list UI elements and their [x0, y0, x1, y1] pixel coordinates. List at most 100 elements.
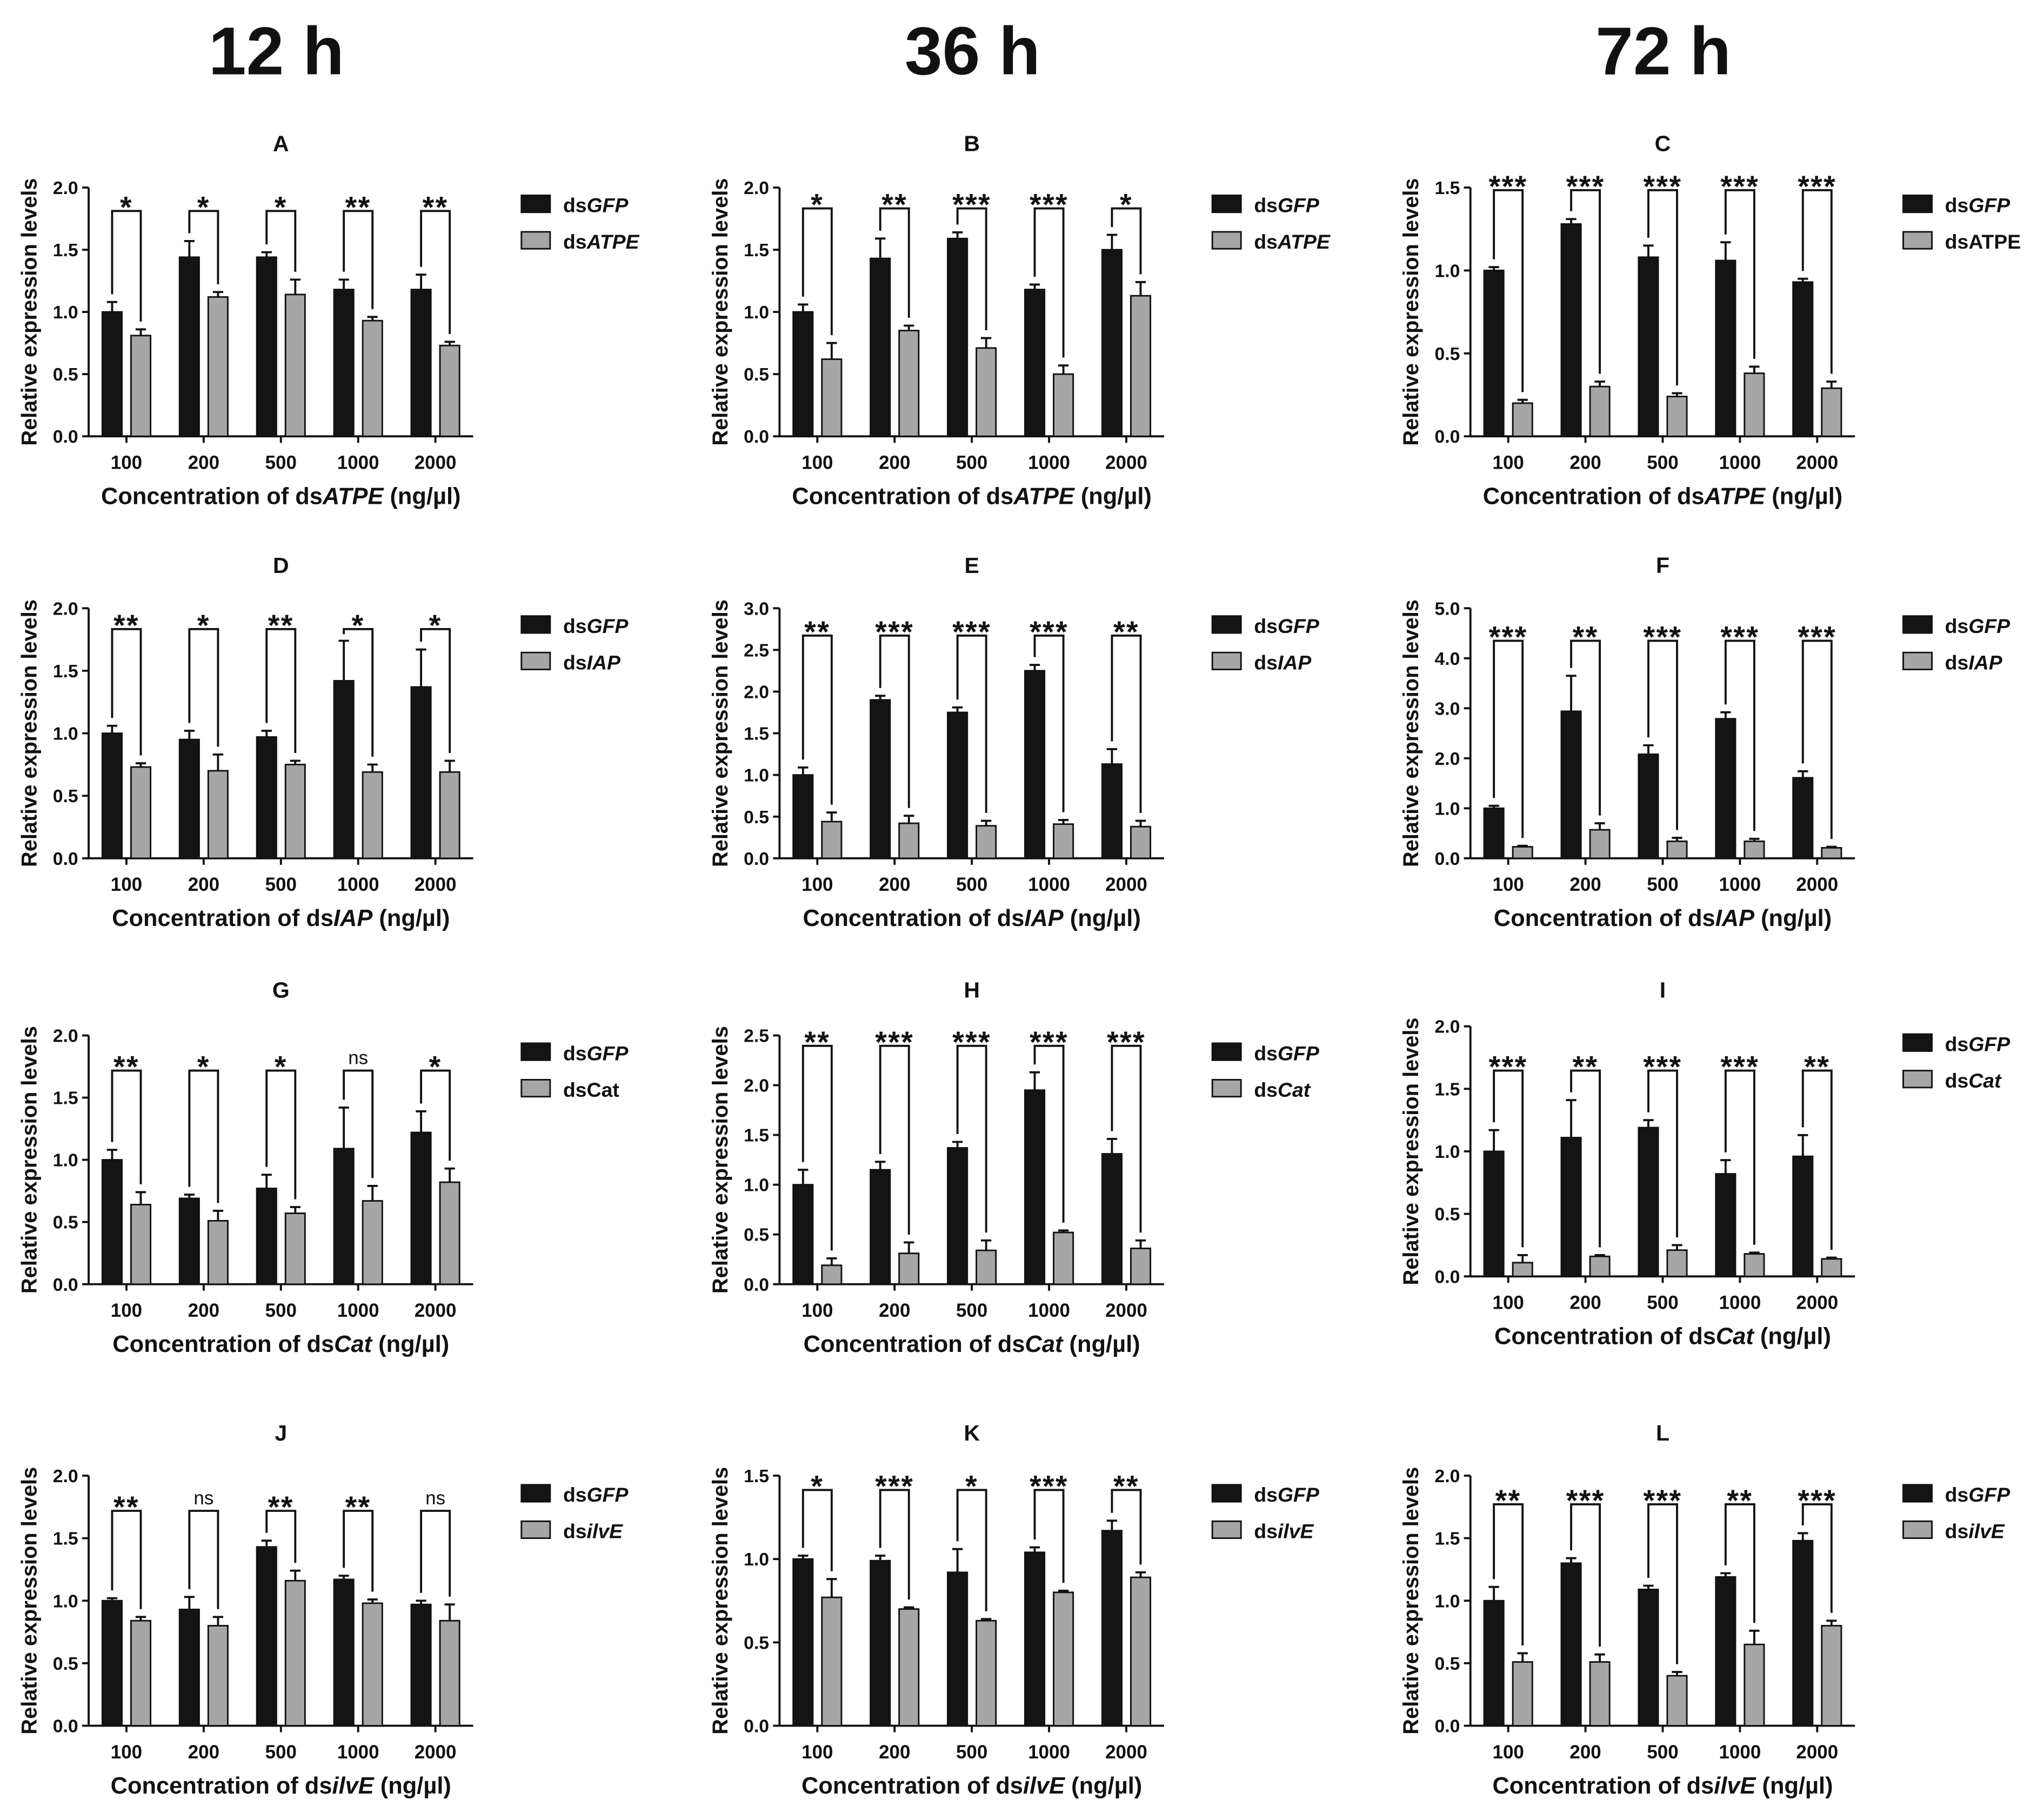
x-tick-label: 200 — [879, 874, 910, 895]
bar-dsilvE-2000 — [1130, 1576, 1152, 1727]
error-bar — [1672, 392, 1682, 397]
error-bar — [952, 706, 963, 712]
bar-dsGFP-100 — [792, 1184, 814, 1285]
significance-label: *** — [875, 1025, 914, 1059]
error-bar — [367, 1598, 378, 1603]
y-tick-label: 1.0 — [1434, 1142, 1460, 1162]
legend-label: dsGFP — [563, 1483, 629, 1506]
bar-dsGFP-500 — [1638, 1588, 1659, 1727]
x-tick-label: 100 — [1493, 1742, 1524, 1763]
x-axis-label: Concentration of dsilvE (ng/µl) — [801, 1773, 1142, 1799]
bar-dsGFP-500 — [1638, 1127, 1659, 1277]
y-tick-label: 1.5 — [744, 724, 769, 744]
bar-dsGFP-2000 — [410, 1131, 432, 1285]
significance-bracket — [1647, 1069, 1678, 1238]
error-bar — [798, 303, 809, 312]
bar-dsGFP-500 — [256, 256, 277, 437]
x-tick-label: 500 — [956, 452, 987, 473]
bar-dsATPE-500 — [284, 294, 306, 437]
error-bar — [798, 1169, 809, 1185]
error-bar — [1566, 218, 1577, 224]
legend-swatch — [1902, 1520, 1933, 1539]
error-bar — [1517, 1254, 1528, 1263]
significance-label: * — [965, 1470, 978, 1503]
y-tick-label: 0.5 — [53, 1654, 78, 1674]
legend-label: dsIAP — [1945, 651, 2002, 674]
bar-dsilvE-500 — [976, 1619, 997, 1727]
bar-dsGFP-1000 — [333, 1578, 355, 1727]
error-bar — [1029, 1071, 1040, 1090]
bar-dsGFP-100 — [1483, 807, 1505, 859]
significance-bracket — [1647, 639, 1678, 830]
y-axis-label: Relative expression levels — [18, 178, 42, 446]
legend-label: dsilvE — [1254, 1520, 1314, 1543]
legend-swatch — [520, 615, 551, 634]
bar-dsATPE-200 — [1589, 385, 1611, 437]
error-bar — [444, 1167, 455, 1183]
panel-title: A — [273, 131, 289, 156]
error-bar — [212, 1210, 224, 1221]
error-bar — [904, 1241, 914, 1254]
bar-dsilvE-500 — [1666, 1675, 1688, 1727]
significance-label: ** — [113, 1050, 139, 1084]
error-bar — [1826, 1619, 1837, 1626]
error-bar — [1058, 818, 1069, 824]
error-bar — [952, 1548, 963, 1572]
legend-label-prefix: ds — [563, 615, 587, 637]
legend-label-gene: GFP — [1278, 615, 1319, 637]
bar-dsGFP-100 — [1483, 269, 1505, 437]
x-tick-label: 2000 — [1796, 1292, 1838, 1314]
y-tick-label: 1.0 — [53, 724, 78, 744]
panel-title: G — [272, 978, 290, 1003]
bar-dsATPE-1000 — [1053, 373, 1074, 437]
bar-dsGFP-200 — [870, 1559, 891, 1727]
error-bar — [1517, 1652, 1528, 1662]
error-bar — [416, 1110, 426, 1133]
significance-bracket — [265, 628, 297, 753]
error-bar — [1643, 1119, 1654, 1128]
bar-dsGFP-1000 — [1715, 259, 1736, 437]
y-tick-label: 1.0 — [744, 1549, 769, 1570]
significance-label: *** — [1643, 621, 1682, 654]
y-tick-label: 0.0 — [744, 1716, 769, 1737]
y-tick-label: 5.0 — [1434, 598, 1460, 619]
significance-bracket — [1033, 207, 1065, 358]
error-bar — [904, 1606, 914, 1609]
legend-label-gene: GFP — [587, 194, 629, 217]
error-bar — [135, 328, 146, 336]
error-bar — [981, 819, 992, 826]
bar-dsGFP-500 — [1638, 753, 1659, 859]
error-bar — [1106, 748, 1118, 764]
significance-label: ns — [425, 1488, 445, 1509]
x-tick-label: 1000 — [337, 874, 379, 895]
x-tick-label: 100 — [1493, 874, 1524, 895]
y-tick-label: 0.5 — [1434, 1654, 1460, 1674]
significance-bracket — [956, 1489, 987, 1611]
bar-dsGFP-200 — [178, 256, 200, 437]
legend-swatch — [520, 1484, 551, 1503]
bar-dsGFP-2000 — [1101, 1153, 1123, 1285]
significance-bracket — [420, 210, 451, 334]
y-tick-label: 0.5 — [1434, 1204, 1460, 1225]
legend-label: dsGFP — [1254, 1042, 1319, 1064]
error-bar — [106, 1597, 118, 1601]
error-bar — [1488, 1585, 1499, 1601]
x-axis-label: Concentration of dsilvE (ng/µl) — [111, 1773, 451, 1799]
y-tick-label: 1.5 — [53, 1088, 78, 1109]
x-tick-label: 2000 — [415, 1742, 457, 1763]
significance-bracket — [188, 628, 219, 747]
x-tick-label: 2000 — [1105, 1300, 1147, 1321]
x-tick-label: 1000 — [1719, 874, 1761, 895]
panel-k: K Relative expression levels 0.0 0.5 1.0 1.5 1… — [709, 1421, 1319, 1799]
bar-dsATPE-2000 — [1821, 387, 1842, 437]
bar-dsIAP-500 — [1666, 840, 1688, 859]
bar-dsilvE-2000 — [1821, 1625, 1842, 1727]
x-tick-label: 200 — [879, 1300, 910, 1321]
bar-dsIAP-1000 — [1053, 823, 1074, 859]
x-tick-label: 100 — [1493, 1292, 1524, 1314]
y-tick-label: 0.0 — [53, 1275, 78, 1295]
y-tick-label: 0.5 — [744, 1632, 769, 1653]
significance-label: ** — [804, 615, 830, 649]
error-bar — [1749, 837, 1760, 842]
significance-bracket — [879, 1044, 910, 1235]
